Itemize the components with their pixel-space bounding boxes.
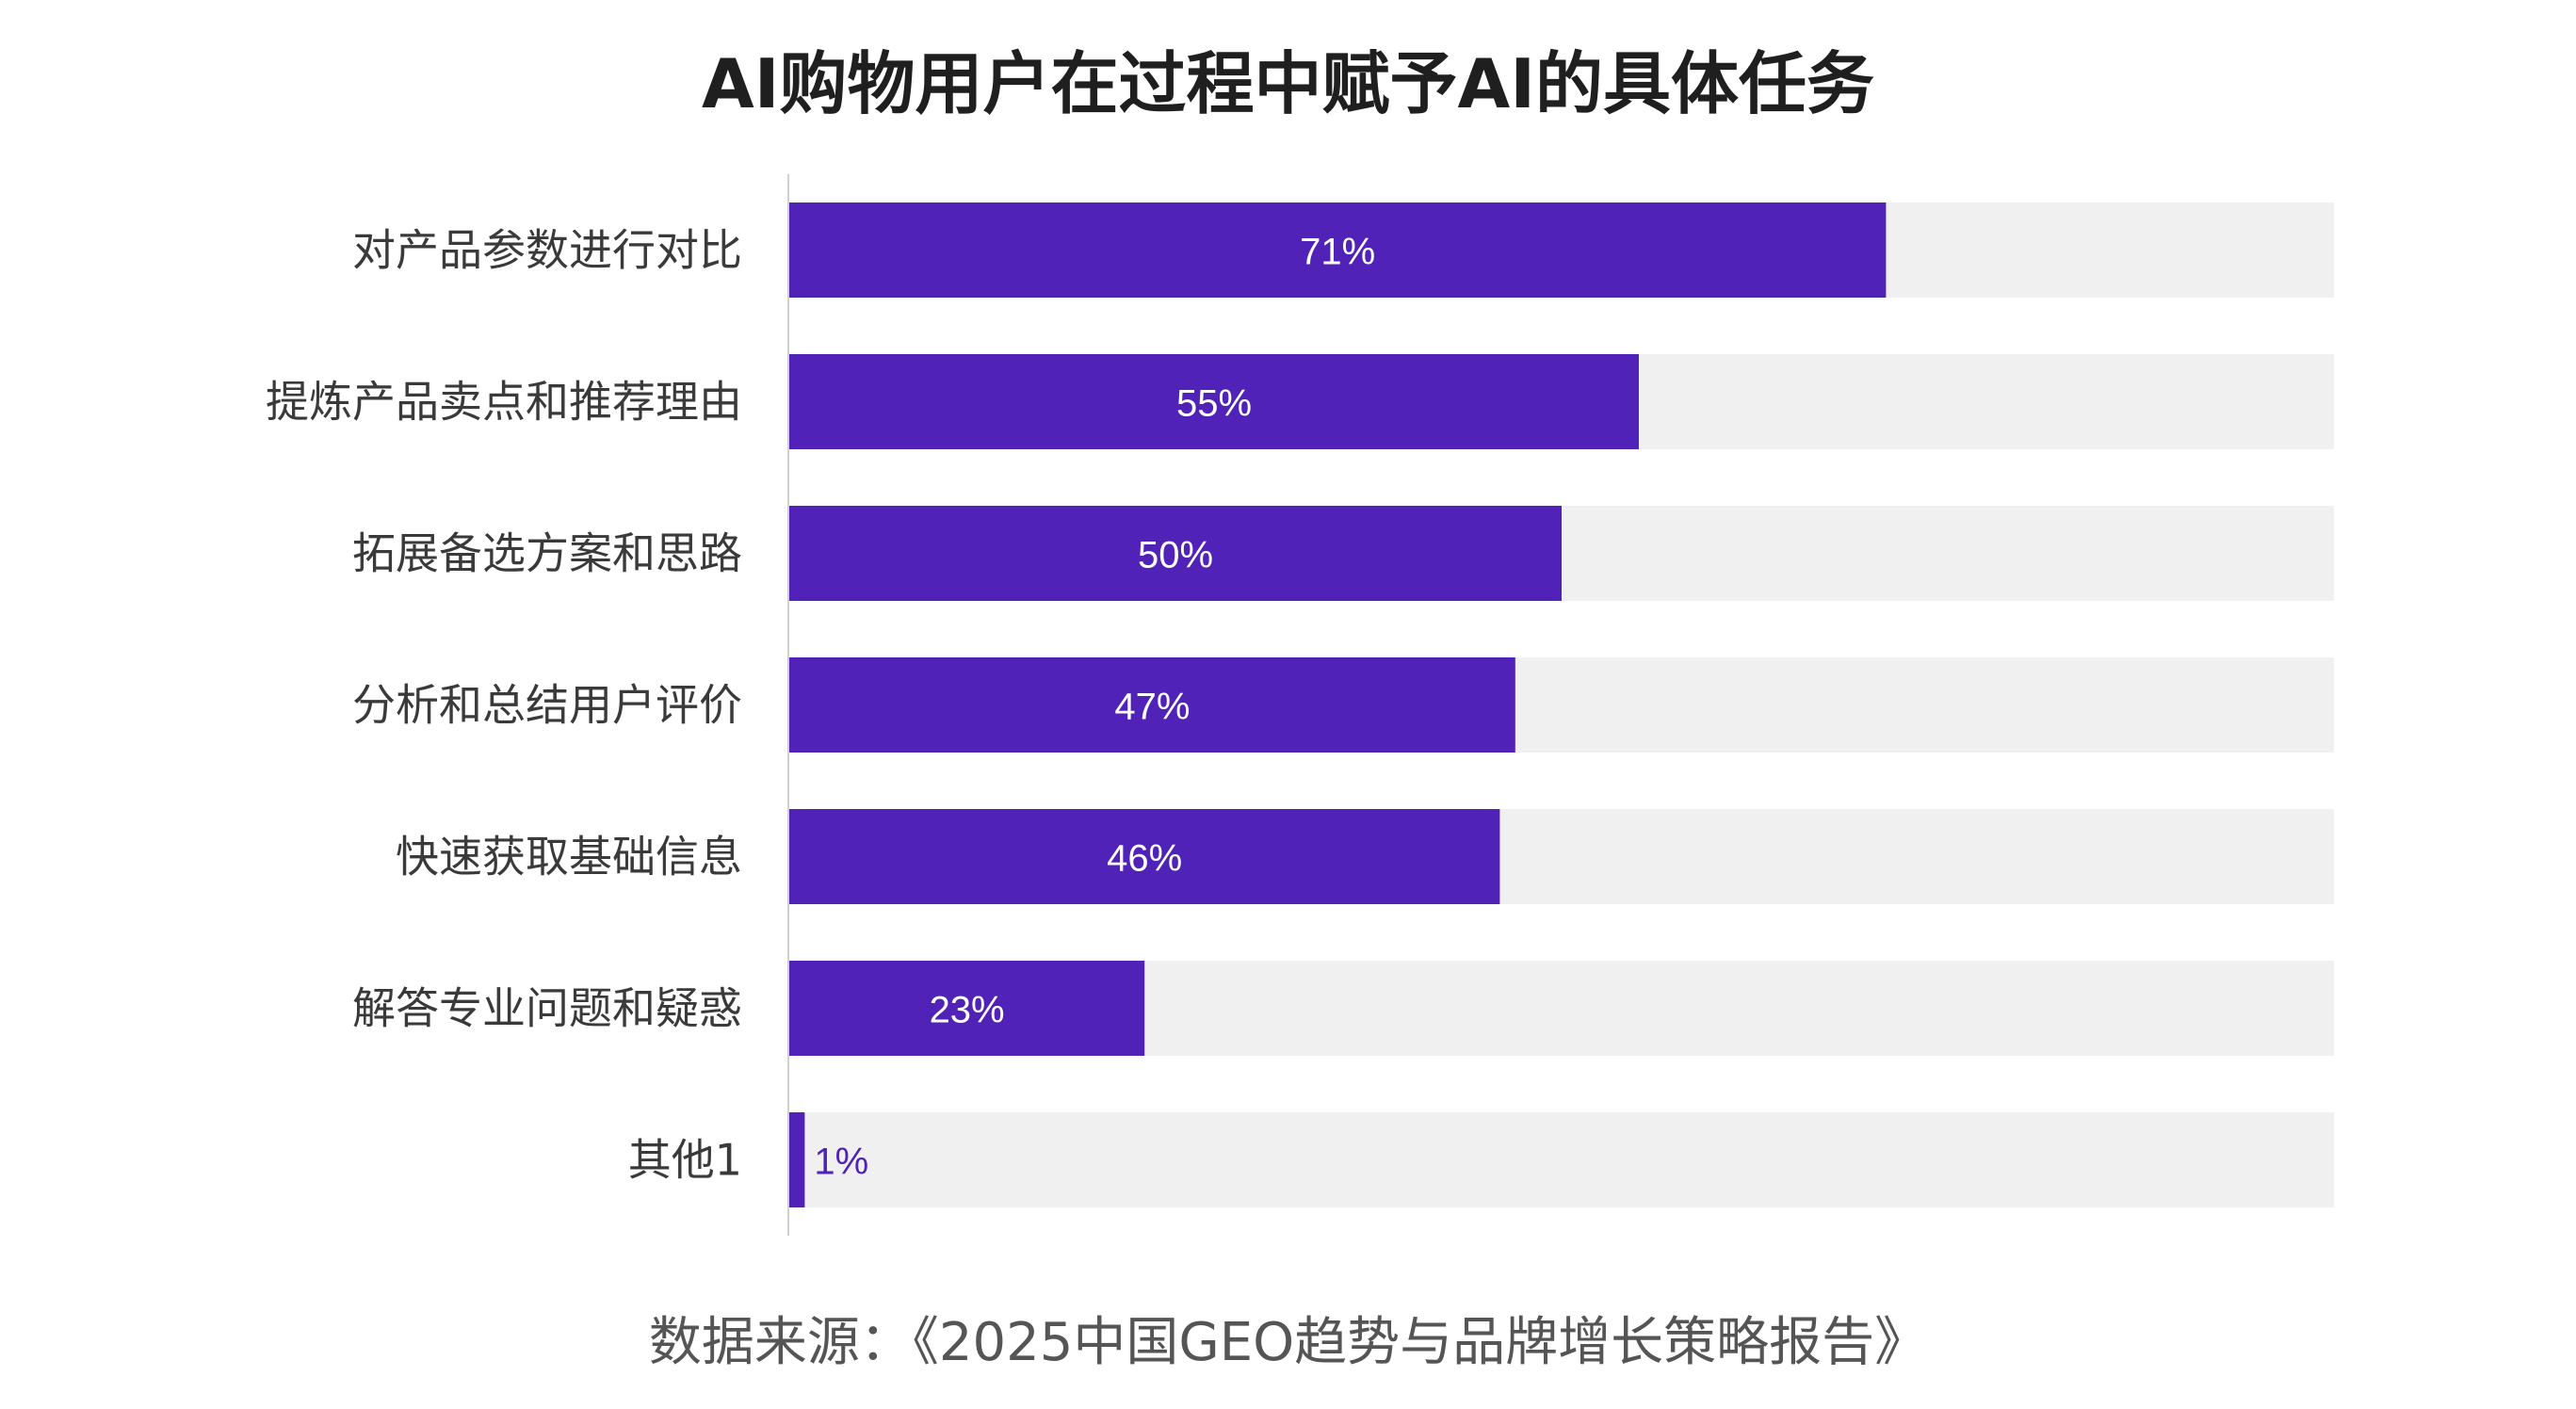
bar	[789, 657, 1515, 753]
chart-title: AI购物用户在过程中赋予AI的具体任务	[701, 44, 1875, 123]
data-label: 50%	[1138, 535, 1213, 576]
data-label: 1%	[814, 1142, 868, 1183]
category-label: 解答专业问题和疑惑	[352, 983, 742, 1034]
bar	[789, 809, 1500, 904]
data-label: 71%	[1300, 232, 1375, 273]
bar	[789, 506, 1562, 601]
data-label: 47%	[1114, 687, 1190, 728]
data-label: 23%	[930, 990, 1005, 1031]
category-label: 其他1	[628, 1135, 742, 1186]
category-label: 对产品参数进行对比	[352, 225, 742, 276]
data-label: 46%	[1107, 838, 1182, 880]
bar	[789, 1112, 805, 1207]
category-label: 提炼产品卖点和推荐理由	[266, 377, 742, 428]
category-label: 拓展备选方案和思路	[352, 528, 742, 579]
category-label: 分析和总结用户评价	[352, 680, 742, 731]
bar-track	[789, 1112, 2334, 1207]
bar	[789, 961, 1145, 1056]
data-source-note: 数据来源：《2025中国GEO趋势与品牌增长策略报告》	[648, 1312, 1928, 1373]
data-label: 55%	[1176, 383, 1252, 425]
category-label: 快速获取基础信息	[396, 832, 742, 883]
bar	[789, 202, 1887, 298]
bar	[789, 354, 1639, 449]
